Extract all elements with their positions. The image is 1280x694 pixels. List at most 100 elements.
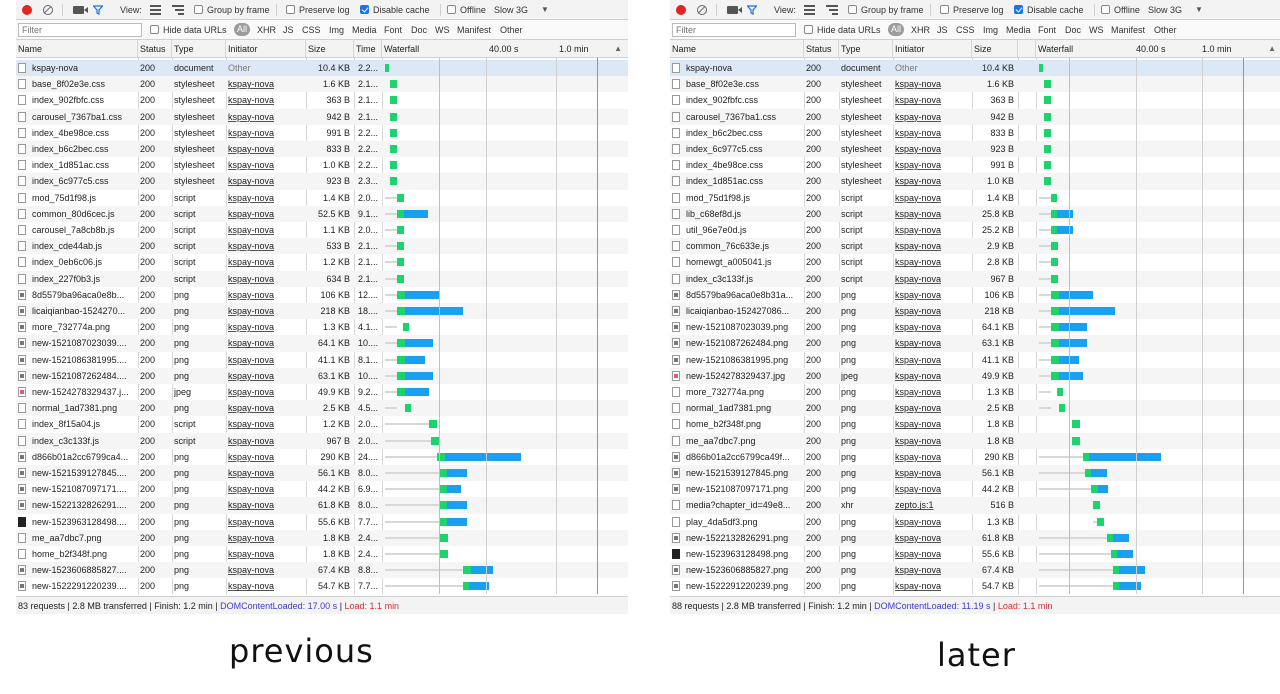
- request-initiator-link[interactable]: kspay-nova: [895, 532, 942, 543]
- request-row[interactable]: 8d5579ba96aca0e8b31a... 200 png kspay-nova 1…: [670, 287, 1280, 303]
- request-name[interactable]: new-1523963128498....: [32, 516, 127, 527]
- filter-input[interactable]: [18, 23, 142, 37]
- request-name[interactable]: base_8f02e3e.css: [686, 79, 760, 90]
- request-row[interactable]: new-1522291220239.png 200 png kspay-nova 54.…: [670, 578, 1280, 594]
- request-row[interactable]: media?chapter_id=49e8... 200 xhr zepto.js:1…: [670, 497, 1280, 514]
- request-initiator-link[interactable]: kspay-nova: [895, 306, 942, 316]
- request-name[interactable]: index_902fbfc.css: [686, 95, 759, 106]
- request-row[interactable]: d866b01a2cc6799ca4... 200 png kspay-nova 290…: [16, 449, 628, 465]
- request-row[interactable]: licaiqianbao-1524270... 200 png kspay-nova 2…: [16, 303, 628, 320]
- column-header-waterfall[interactable]: Waterfall 40.00 s 1.0 min ▲: [382, 40, 628, 58]
- request-name[interactable]: new-1523606885827.png: [686, 565, 789, 576]
- request-row[interactable]: mod_75d1f98.js 200 script kspay-nova 1.4 KB: [670, 190, 1280, 206]
- request-name[interactable]: more_732774a.png: [32, 322, 111, 333]
- type-filter-ws[interactable]: WS: [435, 25, 450, 35]
- capture-screenshots-icon[interactable]: [727, 6, 742, 14]
- request-row[interactable]: new-1521086381995.png 200 png kspay-nova 41.…: [670, 352, 1280, 368]
- throttling-select[interactable]: Slow 3G: [1148, 0, 1182, 20]
- request-initiator-link[interactable]: kspay-nova: [895, 370, 942, 381]
- request-row[interactable]: index_4be98ce.css 200 stylesheet kspay-nova…: [670, 157, 1280, 173]
- request-name[interactable]: index_902fbfc.css: [32, 95, 105, 106]
- request-row[interactable]: new-1522132826291.... 200 png kspay-nova 61.…: [16, 497, 628, 514]
- request-row[interactable]: new-1521087262484.... 200 png kspay-nova 63.…: [16, 367, 628, 384]
- request-row[interactable]: index_8f15a04.js 200 script kspay-nova 1.2 K…: [16, 416, 628, 432]
- request-initiator-link[interactable]: kspay-nova: [895, 516, 942, 527]
- type-filter-css[interactable]: CSS: [302, 25, 321, 35]
- request-row[interactable]: home_b2f348f.png 200 png kspay-nova 1.8 KB 2.…: [16, 546, 628, 562]
- request-name[interactable]: index_8f15a04.js: [32, 419, 101, 430]
- type-filter-js[interactable]: JS: [937, 25, 948, 35]
- request-name[interactable]: kspay-nova: [686, 63, 733, 73]
- request-row[interactable]: index_227f0b3.js 200 script kspay-nova 634 B…: [16, 270, 628, 287]
- request-initiator-link[interactable]: kspay-nova: [895, 111, 942, 122]
- type-filter-media[interactable]: Media: [1006, 25, 1031, 35]
- request-initiator-link[interactable]: kspay-nova: [228, 468, 275, 478]
- request-name[interactable]: index_227f0b3.js: [32, 273, 101, 284]
- request-initiator-link[interactable]: kspay-nova: [228, 257, 275, 268]
- request-name[interactable]: index_c3c133f.js: [32, 435, 100, 446]
- checkbox-box-checked[interactable]: [360, 5, 369, 14]
- request-name[interactable]: index_4be98ce.css: [686, 160, 764, 171]
- request-initiator-link[interactable]: kspay-nova: [895, 565, 942, 576]
- request-initiator-link[interactable]: kspay-nova: [895, 419, 942, 430]
- request-name[interactable]: base_8f02e3e.css: [32, 79, 106, 90]
- request-initiator-link[interactable]: kspay-nova: [228, 306, 275, 316]
- capture-screenshots-icon[interactable]: [73, 6, 88, 14]
- request-row[interactable]: carousel_7a8cb8b.js 200 script kspay-nova 1.…: [16, 222, 628, 238]
- request-row[interactable]: more_732774a.png 200 png kspay-nova 1.3 KB 4.…: [16, 319, 628, 335]
- request-name[interactable]: more_732774a.png: [686, 387, 765, 397]
- sort-ascending-icon[interactable]: ▲: [1268, 44, 1276, 53]
- request-initiator-link[interactable]: kspay-nova: [895, 192, 942, 203]
- request-initiator-link[interactable]: kspay-nova: [228, 419, 275, 430]
- request-name[interactable]: index_0eb6c06.js: [32, 257, 103, 268]
- request-initiator-link[interactable]: kspay-nova: [228, 387, 275, 397]
- request-name[interactable]: carousel_7367ba1.css: [32, 111, 123, 122]
- clear-icon[interactable]: [43, 5, 53, 15]
- type-filter-xhr[interactable]: XHR: [911, 25, 931, 35]
- waterfall-overview-icon[interactable]: [826, 5, 838, 15]
- type-filter-media[interactable]: Media: [352, 25, 377, 35]
- request-name[interactable]: new-1521087262484.png: [686, 338, 789, 349]
- checkbox-box[interactable]: [940, 5, 949, 14]
- column-header-waterfall[interactable]: Waterfall 40.00 s 1.0 min ▲: [1036, 40, 1280, 58]
- request-name[interactable]: lib_c68ef8d.js: [686, 208, 742, 219]
- request-initiator-link[interactable]: kspay-nova: [228, 241, 275, 252]
- checkbox-box[interactable]: [804, 25, 813, 34]
- request-initiator-link[interactable]: kspay-nova: [228, 500, 275, 511]
- column-header-initiator[interactable]: Initiator: [226, 40, 306, 58]
- request-initiator-link[interactable]: kspay-nova: [895, 451, 942, 462]
- request-row[interactable]: index_b6c2bec.css 200 stylesheet kspay-nova…: [16, 141, 628, 158]
- type-filter-font[interactable]: Font: [1038, 25, 1057, 35]
- request-initiator-link[interactable]: kspay-nova: [228, 549, 275, 559]
- request-initiator-link[interactable]: kspay-nova: [228, 289, 275, 300]
- request-name[interactable]: index_b6c2bec.css: [32, 144, 109, 154]
- request-name[interactable]: new-1521087023039....: [32, 338, 127, 349]
- request-row[interactable]: new-1523963128498.... 200 png kspay-nova 55.…: [16, 514, 628, 530]
- sort-ascending-icon[interactable]: ▲: [614, 44, 622, 53]
- request-row[interactable]: index_cde44ab.js 200 script kspay-nova 533 B…: [16, 238, 628, 255]
- request-initiator-link[interactable]: kspay-nova: [228, 192, 275, 203]
- request-name[interactable]: common_76c633e.js: [686, 241, 770, 252]
- column-header-time[interactable]: Time: [354, 40, 382, 58]
- offline-checkbox[interactable]: Offline: [1101, 0, 1140, 20]
- request-row[interactable]: d866b01a2cc6799ca49f... 200 png kspay-nova 2…: [670, 449, 1280, 465]
- request-name[interactable]: index_4be98ce.css: [32, 127, 110, 138]
- request-row[interactable]: normal_1ad7381.png 200 png kspay-nova 2.5 KB…: [16, 400, 628, 417]
- column-header-type[interactable]: Type: [839, 40, 893, 58]
- hide-data-urls-checkbox[interactable]: Hide data URLs: [150, 20, 227, 40]
- request-row[interactable]: me_aa7dbc7.png 200 png kspay-nova 1.8 KB: [670, 432, 1280, 449]
- request-initiator-link[interactable]: kspay-nova: [228, 176, 275, 187]
- checkbox-box[interactable]: [150, 25, 159, 34]
- request-row[interactable]: new-1521539127845.... 200 png kspay-nova 56.…: [16, 465, 628, 482]
- request-row[interactable]: new-1521086381995.... 200 png kspay-nova 41.…: [16, 352, 628, 368]
- request-row[interactable]: common_76c633e.js 200 script kspay-nova 2.9 …: [670, 238, 1280, 255]
- checkbox-box[interactable]: [286, 5, 295, 14]
- request-initiator-link[interactable]: kspay-nova: [895, 581, 942, 592]
- request-initiator-link[interactable]: kspay-nova: [228, 370, 275, 381]
- request-name[interactable]: new-1521087023039.png: [686, 322, 789, 333]
- request-name[interactable]: carousel_7367ba1.css: [686, 111, 777, 122]
- request-row[interactable]: base_8f02e3e.css 200 stylesheet kspay-nova 1…: [16, 76, 628, 93]
- request-initiator-link[interactable]: kspay-nova: [895, 549, 942, 559]
- type-filter-all[interactable]: All: [888, 23, 905, 36]
- request-row[interactable]: index_6c977c5.css 200 stylesheet kspay-nova…: [16, 173, 628, 190]
